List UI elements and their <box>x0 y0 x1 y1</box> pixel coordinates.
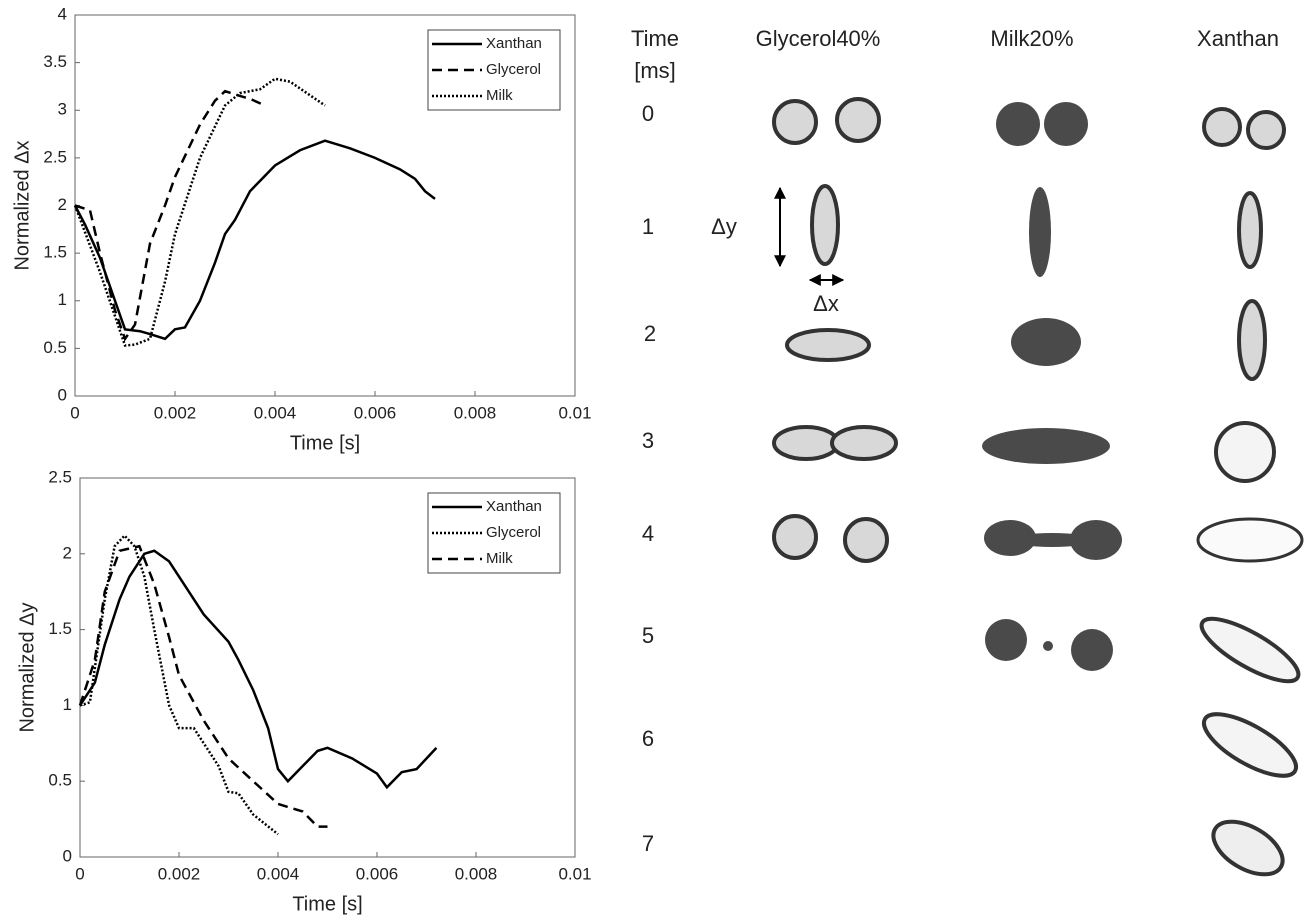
droplet <box>810 184 840 266</box>
time-label: 5 <box>642 623 654 648</box>
data-line <box>78 544 328 828</box>
y-axis-label: Normalized Δy <box>16 602 38 732</box>
x-tick-label: 0.008 <box>454 403 497 422</box>
x-tick-label: 0.002 <box>158 864 201 883</box>
y-tick-label: 0.5 <box>43 338 67 357</box>
x-tick-label: 0.002 <box>154 403 197 422</box>
droplet <box>1012 533 1092 547</box>
x-tick-label: 0.004 <box>254 403 297 422</box>
droplet <box>1196 517 1304 563</box>
droplet <box>985 619 1027 661</box>
dy-label: Δy <box>711 214 737 239</box>
data-line <box>73 139 436 341</box>
y-tick-label: 3.5 <box>43 52 67 71</box>
x-axis-label: Time [s] <box>290 432 360 454</box>
dx-label: Δx <box>813 291 839 316</box>
y-tick-label: 0 <box>63 846 72 865</box>
time-label: 1 <box>642 214 654 239</box>
y-tick-label: 2.5 <box>48 467 72 486</box>
droplet <box>835 97 881 143</box>
time-label: 3 <box>642 428 654 453</box>
time-header: [ms] <box>634 58 676 83</box>
x-axis-label: Time [s] <box>292 893 362 915</box>
droplet <box>1070 520 1122 560</box>
droplet <box>830 425 898 461</box>
y-tick-label: 1.5 <box>48 619 72 638</box>
y-tick-label: 1.5 <box>43 243 67 262</box>
droplet <box>1202 107 1242 147</box>
droplet <box>772 99 818 145</box>
legend-label: Glycerol <box>486 61 541 78</box>
droplet <box>843 517 889 563</box>
legend-label: Xanthan <box>486 498 542 515</box>
data-line <box>79 533 279 836</box>
y-tick-label: 1 <box>58 290 67 309</box>
y-axis-label: Normalized Δx <box>11 140 33 270</box>
y-tick-label: 2.5 <box>43 147 67 166</box>
x-tick-label: 0 <box>70 403 79 422</box>
legend-label: Glycerol <box>486 524 541 541</box>
droplet <box>996 102 1040 146</box>
panel: Time [ms] Glycerol40% Milk20% Xanthan 0 … <box>631 26 1304 877</box>
x-tick-label: 0.006 <box>356 864 399 883</box>
time-label: 0 <box>642 101 654 126</box>
time-label: 6 <box>642 726 654 751</box>
droplet <box>772 514 818 560</box>
y-tick-label: 2 <box>58 195 67 214</box>
y-tick-label: 0.5 <box>48 771 72 790</box>
droplet <box>1029 187 1051 277</box>
data-line <box>74 89 266 342</box>
plot-frame <box>79 477 576 858</box>
droplet <box>1237 299 1267 381</box>
time-header: Time <box>631 26 679 51</box>
droplet <box>1199 616 1301 684</box>
x-tick-label: 0.008 <box>455 864 498 883</box>
y-tick-label: 1 <box>63 695 72 714</box>
x-tick-label: 0.01 <box>558 864 591 883</box>
column-header: Milk20% <box>990 26 1073 51</box>
data-line <box>78 549 438 790</box>
legend-label: Milk <box>486 87 513 104</box>
x-tick-label: 0 <box>75 864 84 883</box>
droplet <box>984 520 1036 556</box>
droplet <box>1237 191 1263 269</box>
x-tick-label: 0.004 <box>257 864 300 883</box>
droplets <box>772 97 1304 877</box>
y-tick-label: 2 <box>63 543 72 562</box>
droplet <box>1071 629 1113 671</box>
droplet <box>1201 712 1299 778</box>
droplet <box>1246 110 1286 150</box>
y-tick-label: 3 <box>58 100 67 119</box>
legend-label: Xanthan <box>486 35 542 52</box>
droplet <box>982 428 1110 464</box>
column-header: Glycerol40% <box>756 26 881 51</box>
droplet <box>1043 641 1053 651</box>
droplet <box>785 328 871 362</box>
droplet <box>1044 102 1088 146</box>
droplet <box>1011 318 1081 366</box>
time-label: 4 <box>642 521 654 546</box>
column-header: Xanthan <box>1197 26 1279 51</box>
x-tick-label: 0.006 <box>354 403 397 422</box>
droplet <box>1214 421 1276 483</box>
x-tick-label: 0.01 <box>558 403 591 422</box>
droplet <box>772 425 840 461</box>
droplet <box>1211 819 1285 877</box>
time-label: 7 <box>642 831 654 856</box>
y-tick-label: 4 <box>58 4 67 23</box>
y-tick-label: 0 <box>58 385 67 404</box>
legend-label: Milk <box>486 550 513 567</box>
time-label: 2 <box>644 321 656 346</box>
